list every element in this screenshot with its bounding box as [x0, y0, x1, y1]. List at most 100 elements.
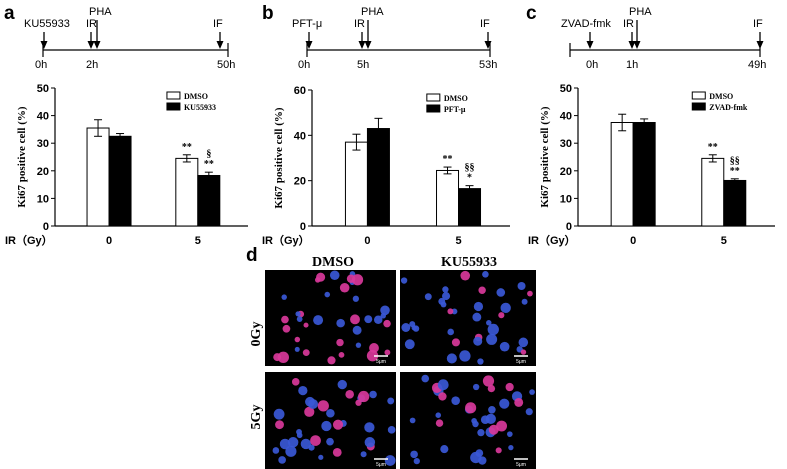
nucleus-cell	[296, 428, 302, 435]
y-tick-label: 50	[560, 83, 572, 95]
micrograph-image	[400, 270, 536, 366]
ki67-positive-cell	[339, 282, 350, 293]
bar	[632, 122, 656, 227]
ki67-positive-cell	[345, 390, 354, 399]
timeline-pha-label: PHA	[629, 6, 652, 18]
nucleus-cell	[440, 445, 449, 454]
y-axis-label: Ki67 positive cell (%)	[273, 107, 285, 208]
ki67-positive-cell	[314, 277, 321, 283]
y-tick-label: 60	[294, 85, 306, 97]
nucleus-cell	[421, 374, 430, 383]
ki67-positive-cell	[303, 322, 309, 328]
nucleus-cell	[508, 444, 514, 451]
nucleus-cell	[410, 450, 418, 459]
ki67-positive-cell	[275, 420, 284, 430]
nucleus-cell	[326, 409, 335, 418]
nucleus-cell	[380, 305, 390, 316]
x-tick-label: 0	[106, 235, 112, 247]
bar	[458, 188, 482, 227]
y-tick-label: 10	[560, 193, 572, 205]
timeline-b: PFT-μ IR PHA IF 0h 5h 53h	[292, 6, 497, 71]
y-tick-label: 0	[300, 221, 306, 233]
nucleus-cell	[313, 315, 324, 326]
timeline-pha-label: PHA	[361, 6, 384, 18]
significance-mark: **	[443, 154, 453, 165]
y-tick-label: 30	[560, 138, 572, 150]
nucleus-cell	[308, 399, 319, 410]
nucleus-cell	[285, 445, 297, 457]
y-tick-label: 40	[37, 111, 49, 123]
nucleus-cell	[294, 346, 300, 352]
panel-label-d: d	[246, 245, 258, 266]
y-tick-label: 40	[560, 111, 572, 123]
scale-bar-label: 5μm	[376, 359, 386, 365]
nucleus-cell	[281, 294, 287, 300]
ki67-positive-cell	[346, 274, 356, 283]
ki67-positive-cell	[327, 356, 336, 365]
ki67-positive-cell	[291, 378, 300, 386]
bar	[86, 127, 110, 227]
nucleus-cell	[472, 420, 479, 428]
micrograph-row-label: 5Gy	[249, 405, 264, 430]
nucleus-cell	[435, 412, 442, 418]
nucleus-cell	[446, 353, 457, 364]
nucleus-cell	[482, 271, 489, 278]
bar	[723, 179, 747, 227]
legend-swatch	[166, 91, 181, 100]
nucleus-cell	[440, 301, 447, 308]
legend-label: ZVAD-fmk	[709, 103, 748, 112]
nucleus-cell	[287, 437, 299, 448]
legend-label: DMSO	[444, 94, 468, 103]
timeline-arrow-head	[586, 41, 594, 49]
bar	[197, 174, 221, 227]
timeline-t2: 53h	[479, 59, 497, 71]
nucleus-cell	[459, 350, 471, 362]
ki67-positive-cell	[302, 349, 310, 357]
timeline-arrow-head	[216, 41, 224, 49]
timeline-c: ZVAD-fmk IR PHA IF 0h 1h 49h	[561, 6, 766, 71]
nucleus-cell	[473, 336, 483, 346]
significance-mark: **	[708, 142, 718, 153]
x-tick-label: 5	[721, 235, 727, 247]
nucleus-cell	[409, 417, 416, 424]
ki67-positive-cell	[460, 270, 471, 281]
y-tick-label: 50	[37, 83, 49, 95]
nucleus-cell	[487, 323, 499, 336]
ki67-positive-cell	[332, 447, 342, 457]
micrograph-column-label: KU55933	[441, 255, 497, 270]
nucleus-cell	[521, 298, 528, 305]
micrograph-grid: 5μm 5μm 5μm 5μm	[265, 270, 536, 469]
x-tick-label: 0	[630, 235, 636, 247]
timeline-t1: 1h	[626, 59, 638, 71]
nucleus-cell	[318, 454, 324, 460]
ki67-positive-cell	[338, 351, 345, 358]
nucleus-cell	[477, 358, 484, 365]
timeline-arrow-head	[87, 41, 95, 49]
ki67-positive-cell	[495, 447, 502, 454]
nucleus-cell	[387, 425, 396, 434]
timeline-pha-label: PHA	[89, 6, 112, 18]
nucleus-cell	[506, 431, 513, 438]
nucleus-cell	[486, 320, 492, 326]
panel-d: d DMSO KU55933 0Gy 5Gy 5μm 5μm 5μm 5μm	[246, 245, 536, 469]
bar	[610, 122, 634, 227]
timeline-arrow-head	[40, 41, 48, 49]
timeline-t2: 50h	[217, 59, 235, 71]
nucleus-cell	[278, 456, 286, 464]
ki67-positive-cell	[496, 420, 508, 432]
y-axis-label: Ki67 positive cell (%)	[539, 106, 551, 207]
nucleus-cell	[447, 328, 454, 336]
nucleus-cell	[400, 277, 408, 284]
ki67-positive-cell	[451, 338, 460, 347]
timeline-if-label: IF	[213, 18, 223, 30]
y-axis-label: Ki67 positive cell (%)	[16, 106, 28, 207]
ki67-positive-cell	[465, 402, 477, 414]
nucleus-cell	[329, 270, 340, 281]
nucleus-cell	[442, 292, 451, 301]
x-axis-label: IR（Gy）	[528, 234, 576, 247]
nucleus-cell	[401, 323, 411, 332]
panel-label-c: c	[526, 3, 537, 24]
ki67-positive-cell	[447, 308, 454, 315]
